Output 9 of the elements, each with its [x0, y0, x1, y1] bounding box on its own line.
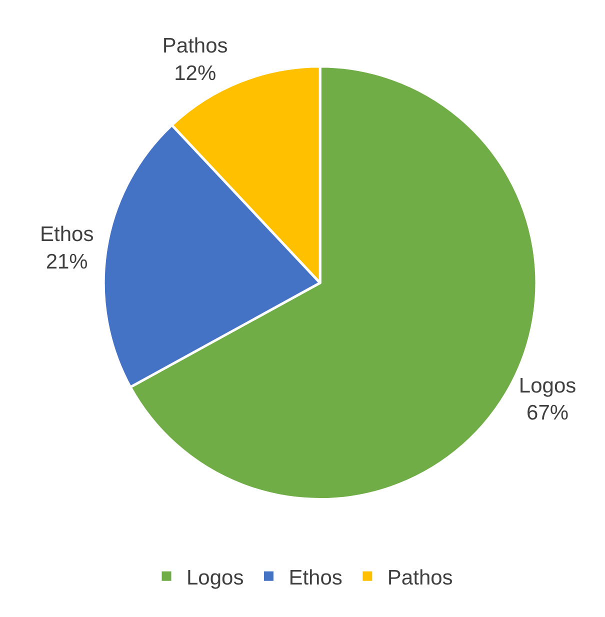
data-label: 67%: [526, 402, 569, 425]
slice-label: Logos: [518, 374, 576, 398]
slice-label: Pathos: [162, 34, 228, 58]
legend-label: Pathos: [387, 566, 453, 590]
legend-label: Logos: [186, 566, 244, 590]
legend-label: Ethos: [288, 566, 342, 590]
data-label: 12%: [174, 62, 216, 86]
slice-label: Ethos: [40, 223, 94, 246]
data-label: 21%: [46, 250, 88, 274]
